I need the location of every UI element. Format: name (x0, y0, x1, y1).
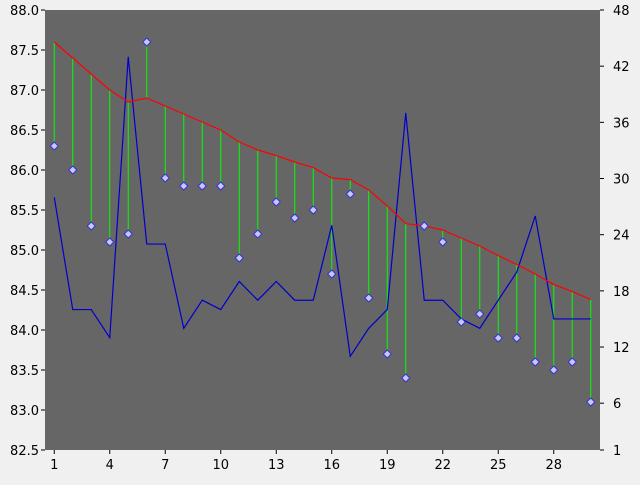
data-marker (530, 357, 540, 367)
data-marker (216, 181, 226, 191)
data-marker (327, 269, 337, 279)
data-marker (419, 221, 429, 231)
data-marker (493, 333, 503, 343)
data-marker (290, 213, 300, 223)
data-marker (382, 349, 392, 359)
plot-area (45, 10, 600, 450)
data-marker (68, 165, 78, 175)
left-tick-label: 85.5 (10, 204, 39, 219)
right-tick-label: 42 (613, 60, 630, 75)
right-axis: 1 6 12 18 24 30 36 42 48 (600, 4, 630, 459)
data-marker (179, 181, 189, 191)
data-marker (438, 237, 448, 247)
left-tick-label: 84.5 (10, 284, 39, 299)
data-marker (271, 197, 281, 207)
data-marker (456, 317, 466, 327)
data-marker (253, 229, 263, 239)
x-tick-label: 10 (212, 458, 229, 473)
data-marker (49, 141, 59, 151)
x-tick-label: 19 (379, 458, 396, 473)
right-tick-label: 12 (613, 341, 630, 356)
data-marker (401, 373, 411, 383)
x-tick-label: 13 (268, 458, 285, 473)
right-tick-label: 30 (613, 173, 630, 188)
left-tick-label: 86.5 (10, 124, 39, 139)
left-tick-label: 86.0 (10, 164, 39, 179)
right-tick-label: 36 (613, 116, 630, 131)
right-tick-label: 18 (613, 285, 630, 300)
right-tick-label: 24 (613, 229, 630, 244)
left-tick-label: 82.5 (10, 444, 39, 459)
trend-series-line (53, 41, 591, 301)
data-marker (123, 229, 133, 239)
data-marker (586, 397, 596, 407)
x-tick-label: 4 (106, 458, 114, 473)
x-axis: 1 4 7 10 13 16 19 22 25 28 (50, 450, 562, 473)
data-marker (86, 221, 96, 231)
left-axis: 82.5 83.0 83.5 84.0 84.5 85.0 85.5 86.0 86.5 87.0… (10, 4, 45, 459)
series-lines (53, 41, 591, 359)
left-tick-label: 88.0 (10, 4, 39, 19)
data-marker (234, 253, 244, 263)
data-marker (549, 365, 559, 375)
data-marker (197, 181, 207, 191)
data-marker (160, 173, 170, 183)
left-tick-label: 87.0 (10, 84, 39, 99)
x-tick-label: 22 (434, 458, 451, 473)
right-tick-label: 1 (613, 444, 621, 459)
x-tick-label: 1 (50, 458, 58, 473)
left-tick-label: 85.0 (10, 244, 39, 259)
data-marker (475, 309, 485, 319)
data-marker (105, 237, 115, 247)
data-marker (345, 189, 355, 199)
left-tick-label: 87.5 (10, 44, 39, 59)
x-tick-label: 16 (323, 458, 340, 473)
data-marker (142, 37, 152, 47)
x-tick-label: 7 (161, 458, 169, 473)
right-tick-label: 48 (613, 4, 630, 19)
right-tick-label: 6 (613, 397, 621, 412)
secondary-series-line (53, 56, 591, 359)
x-tick-label: 25 (490, 458, 507, 473)
left-tick-label: 84.0 (10, 324, 39, 339)
left-tick-label: 83.5 (10, 364, 39, 379)
data-markers (49, 37, 596, 407)
data-marker (512, 333, 522, 343)
data-marker (567, 357, 577, 367)
left-tick-label: 83.0 (10, 404, 39, 419)
x-tick-label: 28 (545, 458, 562, 473)
data-marker (364, 293, 374, 303)
data-marker (308, 205, 318, 215)
